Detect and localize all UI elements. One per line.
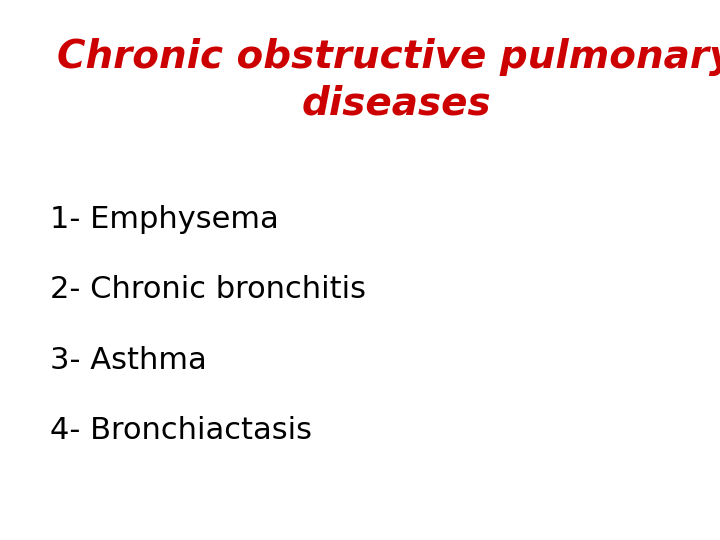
Text: 4- Bronchiactasis: 4- Bronchiactasis	[50, 416, 312, 445]
Text: 3- Asthma: 3- Asthma	[50, 346, 207, 375]
Text: Chronic obstructive pulmonary
diseases: Chronic obstructive pulmonary diseases	[58, 38, 720, 123]
Text: 2- Chronic bronchitis: 2- Chronic bronchitis	[50, 275, 366, 305]
Text: 1- Emphysema: 1- Emphysema	[50, 205, 279, 234]
